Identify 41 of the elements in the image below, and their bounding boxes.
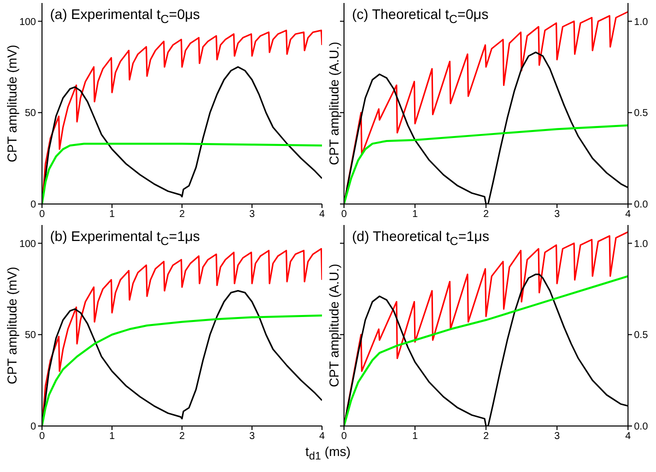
x-tick-label: 4 <box>625 431 632 442</box>
y2-tick-label: 0.0 <box>634 200 648 211</box>
x-tick-label: 1 <box>109 209 116 220</box>
x-tick-label: 2 <box>483 209 490 220</box>
x-axis-title: t$_{d1}$ (ms) <box>304 444 352 463</box>
x-tick-label: 3 <box>554 431 560 442</box>
y2-tick-label: 0.5 <box>634 108 648 120</box>
chart-title: (a) Experimental t$_{C}$=0μs <box>50 6 200 26</box>
x-tick-label: 4 <box>319 209 326 220</box>
y-tick-label: 50 <box>24 330 36 342</box>
y-tick-label: 0 <box>30 422 36 433</box>
y2-tick-label: 1.0 <box>634 16 648 28</box>
x-tick-label: 0 <box>341 431 348 442</box>
x-tick-label: 2 <box>483 431 490 442</box>
chart-title: (b) Experimental t$_{C}$=1μs <box>50 228 200 248</box>
x-tick-label: 4 <box>319 431 326 442</box>
chart-title: (d) Theoretical t$_{C}$=1μs <box>352 228 490 248</box>
chart-title: (c) Theoretical t$_{C}$=0μs <box>352 6 488 26</box>
x-tick-label: 1 <box>109 431 116 442</box>
x-tick-label: 4 <box>625 209 632 220</box>
y-axis-title: CPT amplitude (A.U.) <box>326 42 342 166</box>
y2-tick-label: 0.0 <box>634 422 648 433</box>
y-axis-title: CPT amplitude (mV) <box>4 44 20 162</box>
x-tick-label: 3 <box>249 431 256 442</box>
y-tick-label: 100 <box>19 238 36 250</box>
x-tick-label: 3 <box>249 209 256 220</box>
x-tick-label: 2 <box>179 209 186 220</box>
y2-tick-label: 0.5 <box>634 330 648 342</box>
y-axis-title: CPT amplitude (A.U.) <box>326 264 342 388</box>
x-tick-label: 0 <box>39 431 46 442</box>
x-tick-label: 2 <box>179 431 186 442</box>
x-tick-label: 3 <box>554 209 560 220</box>
y2-tick-label: 1.0 <box>634 238 648 250</box>
y-tick-label: 50 <box>24 108 36 120</box>
x-tick-label: 0 <box>341 209 348 220</box>
x-tick-label: 1 <box>412 209 418 220</box>
x-tick-label: 0 <box>39 209 46 220</box>
y-tick-label: 0 <box>30 200 36 211</box>
y-tick-label: 100 <box>19 16 36 28</box>
y-axis-title: CPT amplitude (mV) <box>4 266 20 384</box>
x-tick-label: 1 <box>412 431 418 442</box>
